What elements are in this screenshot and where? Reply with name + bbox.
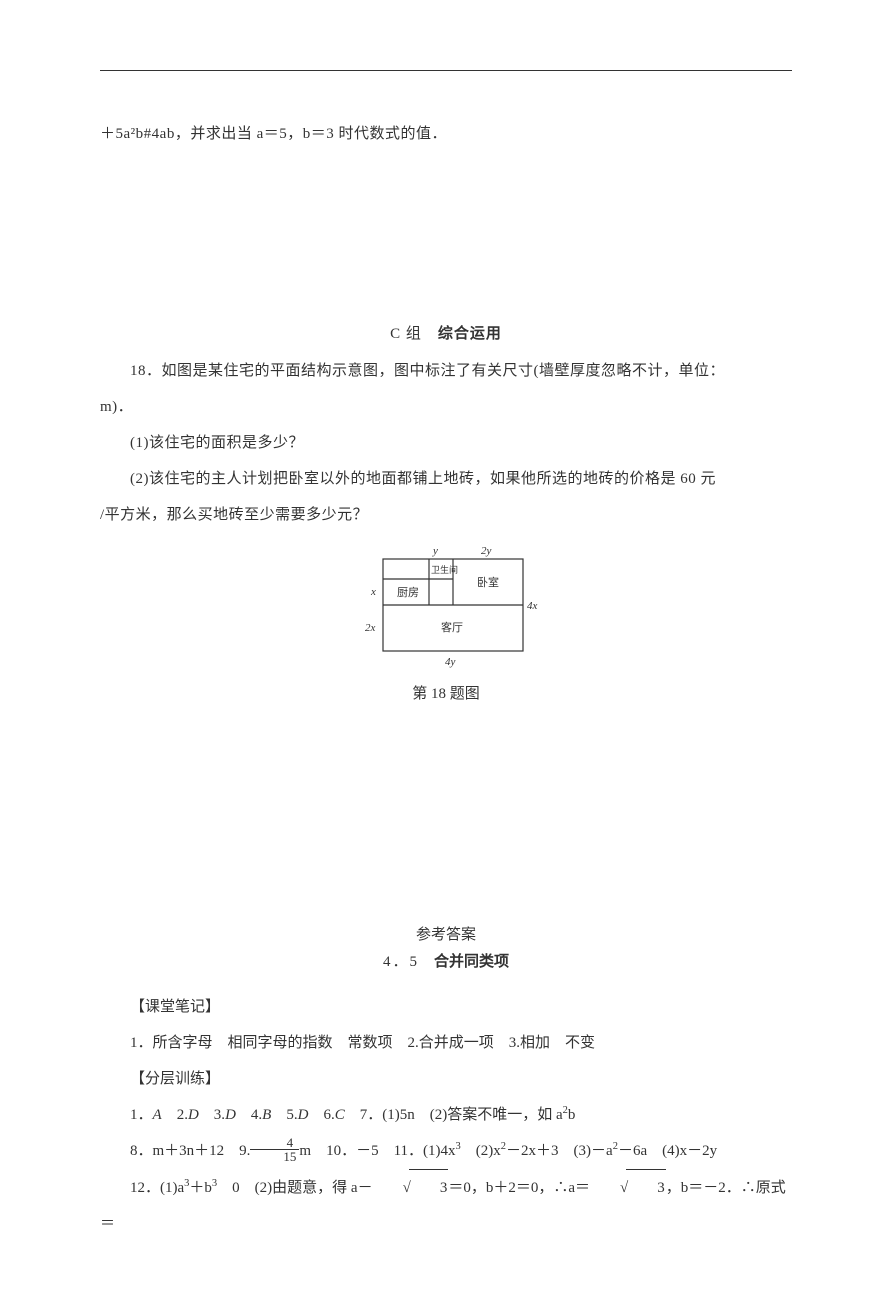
q18-stem: 18．如图是某住宅的平面结构示意图，图中标注了有关尺寸(墙壁厚度忽略不计，单位： — [100, 353, 792, 389]
q18-stem2: m)． — [100, 389, 792, 425]
label-living: 客厅 — [441, 620, 463, 634]
ans-line1: 1．A 2.D 3.D 4.B 5.D 6.C 7．(1)5n (2)答案不唯一… — [100, 1097, 792, 1133]
notes-label: 【课堂笔记】 — [100, 989, 792, 1025]
dim-y: y — [432, 545, 438, 557]
frac-n: 4 — [250, 1136, 299, 1150]
ans-4: B — [262, 1107, 271, 1123]
label-bath: 卫生间 — [431, 564, 458, 575]
q18-p1: (1)该住宅的面积是多少？ — [100, 425, 792, 461]
sqrt3-a: 3 — [373, 1169, 449, 1206]
sqrt3-rad2: 3 — [626, 1169, 666, 1206]
frac-4-15: 415 — [250, 1136, 299, 1163]
dim-2y: 2y — [481, 545, 492, 557]
ans-line3: 12．(1)a3＋b3 0 (2)由题意，得 a－3＝0，b＋2＝0，∴a＝3，… — [100, 1169, 792, 1242]
frac-d: 15 — [250, 1150, 299, 1163]
dim-2x: 2x — [365, 622, 376, 634]
section-c-name: 综合运用 — [438, 326, 502, 342]
q18-caption: 第 18 题图 — [100, 682, 792, 703]
ans-line2-post: m 10．－5 11．(1)4x3 (2)x2－2x＋3 (3)－a2－6a (… — [299, 1143, 717, 1159]
answers-sub: 4．5 合并同类项 — [100, 950, 792, 971]
ans-2: D — [188, 1107, 199, 1123]
notes-line: 1．所含字母 相同字母的指数 常数项 2.合并成一项 3.相加 不变 — [100, 1025, 792, 1061]
floorplan-svg: y 2y x 2x 4x 4y 卫生间 卧室 厨房 客厅 — [341, 541, 551, 671]
sqrt3-b: 3 — [590, 1169, 666, 1206]
top-rule — [100, 70, 792, 71]
ans-line2-pre: 8．m＋3n＋12 9. — [130, 1143, 250, 1159]
answers-section-name: 合并同类项 — [434, 954, 509, 970]
ans-5: D — [298, 1107, 309, 1123]
q18-stem-text: 如图是某住宅的平面结构示意图，图中标注了有关尺寸(墙壁厚度忽略不计，单位： — [162, 363, 726, 379]
dim-x: x — [370, 586, 376, 598]
answers-title: 参考答案 — [100, 923, 792, 944]
ans-1: A — [153, 1107, 162, 1123]
train-label: 【分层训练】 — [100, 1061, 792, 1097]
q18-num: 18． — [130, 363, 162, 379]
top-fragment: ＋5a²b#4ab，并求出当 a＝5，b＝3 时代数式的值． — [100, 116, 792, 152]
section-c-label: C 组 — [390, 326, 422, 342]
q18-p2: (2)该住宅的主人计划把卧室以外的地面都铺上地砖，如果他所选的地砖的价格是 60… — [100, 461, 792, 497]
label-kitchen: 厨房 — [397, 586, 419, 599]
label-bed: 卧室 — [477, 575, 499, 589]
q18-figure: y 2y x 2x 4x 4y 卫生间 卧室 厨房 客厅 第 18 题图 — [100, 541, 792, 703]
ans-line2: 8．m＋3n＋12 9.415m 10．－5 11．(1)4x3 (2)x2－2… — [100, 1133, 792, 1169]
ans-3: D — [225, 1107, 236, 1123]
answers-section-num: 4．5 — [383, 954, 419, 970]
sqrt3-rad: 3 — [409, 1169, 449, 1206]
dim-4x: 4x — [527, 600, 538, 612]
q18-p2b: /平方米，那么买地砖至少需要多少元？ — [100, 497, 792, 533]
section-c-title: C 组 综合运用 — [100, 322, 792, 343]
ans-6: C — [335, 1107, 345, 1123]
dim-4y: 4y — [445, 656, 456, 668]
